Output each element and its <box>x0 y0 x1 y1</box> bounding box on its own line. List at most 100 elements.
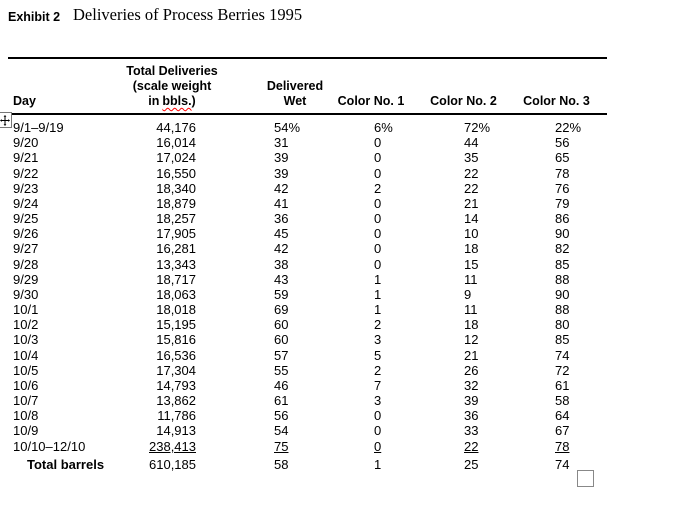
cell-color-2: 21 <box>464 195 479 211</box>
header-wet-line1: Delivered <box>266 79 324 93</box>
cell-color-2: 12 <box>464 332 479 348</box>
cell-color-3: 82 <box>555 241 570 257</box>
cell-total-deliveries: 14,913 <box>156 423 196 439</box>
table-row: 9/22 16,550 39 0 22 78 <box>0 166 684 181</box>
four-arrow-cross-icon <box>0 114 10 126</box>
cell-total-deliveries: 16,550 <box>156 165 196 181</box>
cell-color-1: 5 <box>374 347 382 363</box>
column-header-delivered-wet: Delivered Wet <box>245 79 345 109</box>
cell-delivered-wet: 39 <box>274 150 289 166</box>
header-total-line1: Total Deliveries <box>126 64 218 78</box>
table-row: 9/30 18,063 59 1 9 90 <box>0 287 684 302</box>
cell-color-1: 0 <box>374 256 382 272</box>
table-rows: 9/1–9/19 44,176 54% 6% 72% 22% 9/20 16,0… <box>0 120 684 472</box>
cell-day: 10/5 <box>13 362 39 378</box>
cell-color-1: 2 <box>374 362 382 378</box>
cell-delivered-wet: 60 <box>274 317 289 333</box>
cell-day: 10/8 <box>13 408 39 424</box>
cell-day: 9/23 <box>13 180 39 196</box>
cell-total-deliveries: 18,018 <box>156 302 196 318</box>
cell-delivered-wet: 36 <box>274 211 289 227</box>
cell-day: 9/22 <box>13 165 39 181</box>
cell-color-3: 80 <box>555 317 570 333</box>
cell-color-3: 61 <box>555 377 570 393</box>
table-header-rule <box>8 113 607 115</box>
table-row: 10/6 14,793 46 7 32 61 <box>0 378 684 393</box>
table-row: Total barrels 610,185 58 1 25 74 <box>0 457 684 472</box>
cell-day: 9/21 <box>13 150 39 166</box>
cell-day: 9/1–9/19 <box>13 120 64 135</box>
cell-color-1: 0 <box>374 423 382 439</box>
cell-color-3: 76 <box>555 180 570 196</box>
cell-total-deliveries: 238,413 <box>149 438 196 454</box>
cell-day: 9/29 <box>13 271 39 287</box>
cell-delivered-wet: 54% <box>274 120 301 135</box>
cell-color-3: 90 <box>555 286 570 302</box>
cell-day: 10/2 <box>13 317 39 333</box>
cell-color-1: 0 <box>374 408 382 424</box>
cell-delivered-wet: 69 <box>274 302 289 318</box>
cell-color-2: 72% <box>464 120 491 135</box>
cell-color-1: 1 <box>374 286 382 302</box>
cell-color-3: 64 <box>555 408 570 424</box>
table-row: 10/8 11,786 56 0 36 64 <box>0 408 684 423</box>
cell-delivered-wet: 46 <box>274 377 289 393</box>
header-total-line3: in bbls.) <box>113 94 231 109</box>
cell-color-1: 0 <box>374 165 382 181</box>
cell-color-3: 56 <box>555 135 570 151</box>
exhibit-label: Exhibit 2 <box>8 10 61 24</box>
cell-delivered-wet: 41 <box>274 195 289 211</box>
cell-day: 9/25 <box>13 211 39 227</box>
cell-delivered-wet: 55 <box>274 362 289 378</box>
cell-color-1: 0 <box>374 226 382 242</box>
cell-delivered-wet: 57 <box>274 347 289 363</box>
column-header-color-3: Color No. 3 <box>523 94 590 108</box>
cell-color-2: 21 <box>464 347 479 363</box>
cell-color-1: 0 <box>374 438 382 454</box>
cell-delivered-wet: 58 <box>274 456 289 472</box>
cell-delivered-wet: 61 <box>274 393 289 409</box>
cell-color-3: 85 <box>555 332 570 348</box>
cell-color-2: 10 <box>464 226 479 242</box>
cell-color-1: 7 <box>374 377 382 393</box>
cell-delivered-wet: 45 <box>274 226 289 242</box>
table-row: 9/1–9/19 44,176 54% 6% 72% 22% <box>0 120 684 135</box>
cell-delivered-wet: 56 <box>274 408 289 424</box>
table-row: 9/26 17,905 45 0 10 90 <box>0 226 684 241</box>
cell-total-deliveries: 15,195 <box>156 317 196 333</box>
cell-delivered-wet: 60 <box>274 332 289 348</box>
table-row: 10/10–12/10 238,413 75 0 22 78 <box>0 439 684 454</box>
cell-total-deliveries: 17,905 <box>156 226 196 242</box>
cell-day: 9/28 <box>13 256 39 272</box>
cell-color-1: 6% <box>374 120 393 135</box>
cell-color-3: 74 <box>555 347 570 363</box>
cell-color-2: 32 <box>464 377 479 393</box>
cell-color-2: 33 <box>464 423 479 439</box>
exhibit-title: Deliveries of Process Berries 1995 <box>73 5 303 24</box>
table-row: 10/9 14,913 54 0 33 67 <box>0 423 684 438</box>
table-row: 10/7 13,862 61 3 39 58 <box>0 393 684 408</box>
cell-total-deliveries: 44,176 <box>156 120 196 135</box>
cell-color-1: 2 <box>374 317 382 333</box>
table-resize-handle[interactable] <box>577 470 594 487</box>
cell-color-3: 79 <box>555 195 570 211</box>
cell-color-1: 1 <box>374 456 382 472</box>
cell-total-deliveries: 17,304 <box>156 362 196 378</box>
cell-color-1: 0 <box>374 135 382 151</box>
cell-day: 10/1 <box>13 302 39 318</box>
cell-color-2: 11 <box>464 271 478 287</box>
cell-color-2: 22 <box>464 438 479 454</box>
cell-day: 10/9 <box>13 423 39 439</box>
column-header-day: Day <box>13 94 36 108</box>
cell-color-3: 67 <box>555 423 570 439</box>
cell-color-2: 25 <box>464 456 479 472</box>
cell-total-deliveries: 11,786 <box>157 408 196 424</box>
cell-color-1: 2 <box>374 180 382 196</box>
cell-total-deliveries: 13,343 <box>156 256 196 272</box>
table-move-handle-icon[interactable] <box>0 112 12 128</box>
cell-day: 9/20 <box>13 135 39 151</box>
cell-day: 10/6 <box>13 377 39 393</box>
cell-total-deliveries: 16,281 <box>156 241 196 257</box>
cell-total-deliveries: 18,717 <box>156 271 196 287</box>
